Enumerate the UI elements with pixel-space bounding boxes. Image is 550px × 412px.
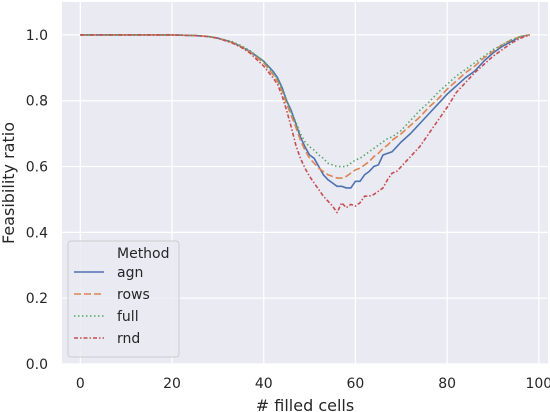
y-tick-label: 1.0 (26, 28, 48, 44)
y-tick-label: 0.0 (26, 357, 48, 373)
legend-label-full: full (117, 309, 139, 325)
tick-labels: 0 20 40 60 80 100 0.0 0.2 0.4 0.6 0.8 1.0 (26, 28, 550, 392)
y-tick-label: 0.2 (26, 291, 48, 307)
x-tick-label: 40 (255, 376, 273, 392)
y-tick-label: 0.8 (26, 94, 48, 110)
legend-box (67, 240, 180, 358)
y-tick-label: 0.6 (26, 160, 48, 176)
x-axis-label: # filled cells (256, 396, 354, 412)
y-tick-label: 0.4 (26, 225, 48, 241)
x-tick-label: 60 (347, 376, 365, 392)
legend-label-rows: rows (117, 287, 150, 303)
legend-label-agn: agn (117, 265, 143, 281)
x-tick-label: 20 (163, 376, 181, 392)
series-lines (80, 34, 530, 214)
y-axis-label: Feasibility ratio (0, 122, 18, 244)
series-line-rows (80, 34, 530, 179)
legend-title: Method (117, 246, 170, 262)
x-tick-label: 80 (438, 376, 456, 392)
legend-entries: agn rows full rnd (74, 265, 150, 347)
x-tick-label: 0 (76, 376, 85, 392)
legend-label-rnd: rnd (117, 331, 140, 347)
legend: Method agn rows full rnd (67, 240, 180, 358)
x-tick-label: 100 (525, 376, 550, 392)
